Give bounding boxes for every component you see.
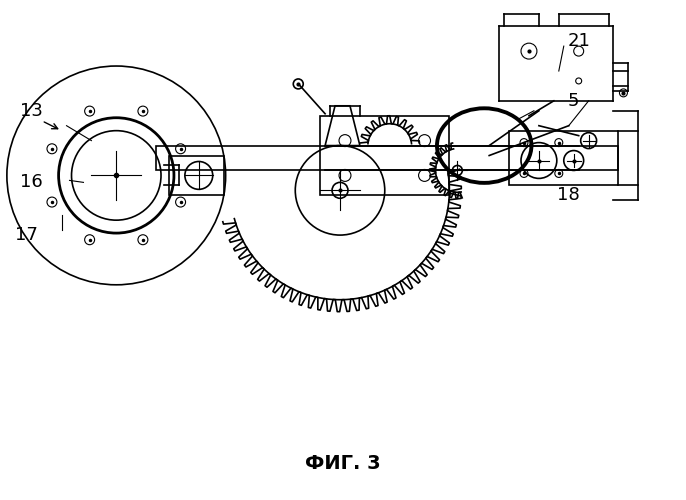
Text: ФИГ. 3: ФИГ. 3 — [305, 454, 381, 473]
Bar — [320, 116, 449, 196]
Text: 21: 21 — [567, 32, 590, 50]
Text: 5: 5 — [568, 92, 580, 110]
Text: 16: 16 — [21, 174, 43, 192]
Text: 13: 13 — [21, 102, 43, 120]
Text: 18: 18 — [557, 186, 580, 204]
Text: 17: 17 — [15, 226, 38, 244]
